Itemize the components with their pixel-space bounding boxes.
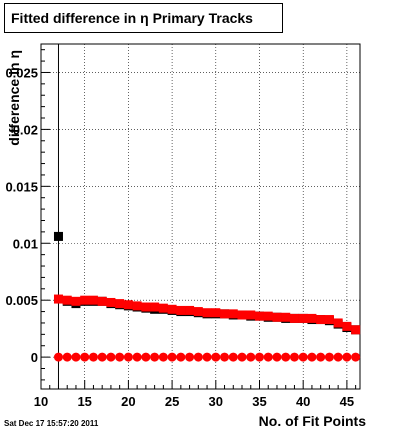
- data-point: [167, 304, 177, 314]
- data-point: [220, 352, 230, 362]
- data-point: [316, 315, 326, 325]
- axes: 10 15 20 25 30 35 40 45 0 0.005 0.01 0.015 0.02 0.025: [5, 49, 357, 409]
- data-point: [289, 313, 299, 323]
- data-point: [176, 305, 186, 315]
- grid: [40, 44, 360, 389]
- y-tick-label: 0: [31, 350, 38, 365]
- data-point: [342, 352, 352, 362]
- data-point: [53, 352, 63, 362]
- data-point: [263, 311, 273, 321]
- data-point: [193, 307, 203, 317]
- x-axis-label: No. of Fit Points: [259, 413, 367, 429]
- x-tick-label: 35: [252, 394, 266, 409]
- data-point: [53, 294, 63, 304]
- data-point: [333, 352, 343, 362]
- chart-title: Fitted difference in η Primary Tracks: [4, 3, 283, 33]
- data-point: [88, 295, 98, 305]
- data-point: [158, 303, 168, 313]
- x-tick-label: 15: [77, 394, 91, 409]
- x-tick-label: 30: [209, 394, 223, 409]
- data-point: [123, 352, 133, 362]
- x-tick-label: 10: [34, 394, 48, 409]
- data-point: [123, 300, 133, 310]
- y-tick-label: 0.025: [5, 65, 38, 80]
- data-point: [237, 352, 247, 362]
- y-tick-label: 0.01: [13, 236, 38, 251]
- data-point: [307, 352, 317, 362]
- y-tick-label: 0.015: [5, 179, 38, 194]
- data-point: [62, 352, 72, 362]
- data-point: [263, 352, 273, 362]
- data-point: [298, 313, 308, 323]
- data-point: [53, 231, 63, 241]
- data-point: [97, 352, 107, 362]
- data-point: [351, 352, 361, 362]
- data-point: [80, 295, 90, 305]
- x-tick-label: 40: [296, 394, 310, 409]
- data-point: [106, 297, 116, 307]
- data-point: [228, 352, 238, 362]
- data-point: [193, 352, 203, 362]
- data-point: [71, 296, 81, 306]
- y-axis-label: difference in η: [6, 50, 22, 146]
- data-point: [80, 352, 90, 362]
- data-point: [237, 310, 247, 320]
- data-point: [132, 301, 142, 311]
- data-point: [307, 313, 317, 323]
- x-tick-label: 25: [165, 394, 179, 409]
- data-point: [342, 321, 352, 331]
- x-tick-label: 45: [340, 394, 354, 409]
- data-point: [211, 352, 221, 362]
- data-point: [289, 352, 299, 362]
- data-point: [132, 352, 142, 362]
- y-tick-label: 0.02: [13, 122, 38, 137]
- data-point: [176, 352, 186, 362]
- data-point: [220, 309, 230, 319]
- data-point: [281, 312, 291, 322]
- data-point: [228, 309, 238, 319]
- data-point: [333, 318, 343, 328]
- data-point: [246, 310, 256, 320]
- data-point: [281, 352, 291, 362]
- data-point: [185, 352, 195, 362]
- data-point: [71, 352, 81, 362]
- data-point: [316, 352, 326, 362]
- data-point: [88, 352, 98, 362]
- data-point: [62, 295, 72, 305]
- data-point: [254, 311, 264, 321]
- data-point: [97, 296, 107, 306]
- data-point: [115, 299, 125, 309]
- data-point: [150, 352, 160, 362]
- x-tick-label: 20: [121, 394, 135, 409]
- data-point: [167, 352, 177, 362]
- data-point: [185, 305, 195, 315]
- data-point: [202, 352, 212, 362]
- data-point: [246, 352, 256, 362]
- plot-frame: [40, 43, 361, 390]
- data-point: [150, 302, 160, 312]
- data-point: [351, 325, 361, 335]
- y-tick-label: 0.005: [5, 293, 38, 308]
- timestamp: Sat Dec 17 15:57:20 2011: [4, 419, 99, 428]
- data-point: [202, 308, 212, 318]
- data-point: [324, 352, 334, 362]
- data-point: [115, 352, 125, 362]
- data-point: [106, 352, 116, 362]
- data-point: [141, 352, 151, 362]
- data-point: [158, 352, 168, 362]
- data-point: [254, 352, 264, 362]
- data-point: [272, 312, 282, 322]
- data-point: [324, 315, 334, 325]
- data-point: [272, 352, 282, 362]
- data-point: [141, 302, 151, 312]
- data-point: [298, 352, 308, 362]
- data-point: [211, 308, 221, 318]
- data-points: [53, 44, 361, 389]
